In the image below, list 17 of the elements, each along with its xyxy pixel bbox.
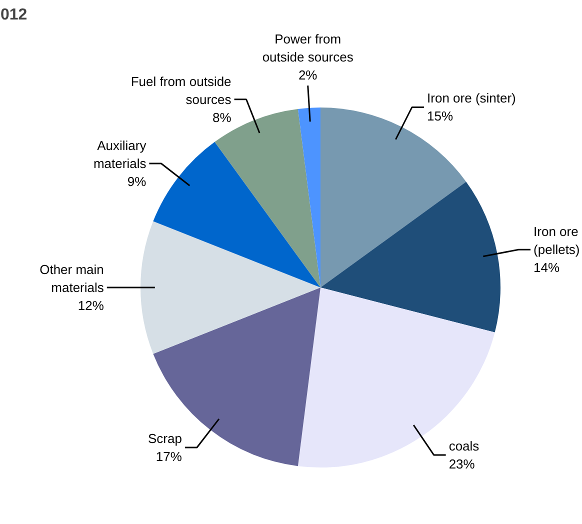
data-label: 8% xyxy=(212,110,232,125)
slice-label: Fuel from outside sources xyxy=(130,74,232,107)
slice-label: coals xyxy=(448,438,480,454)
data-label: 14% xyxy=(534,260,560,276)
slice-label: Power from outside sources xyxy=(262,32,354,65)
data-label: 15% xyxy=(427,108,454,124)
slice-label: Scrap xyxy=(148,430,182,446)
slice-label: Iron ore (pellets) xyxy=(534,224,580,258)
slice-label: Auxiliary materials xyxy=(93,138,147,171)
data-label: 12% xyxy=(78,298,104,314)
chart-title: 012 xyxy=(0,6,28,24)
data-label: 9% xyxy=(127,174,147,189)
slice-label: Iron ore (sinter) xyxy=(427,90,516,106)
slice-label: Other main materials xyxy=(40,262,104,296)
data-label: 17% xyxy=(156,448,182,464)
data-label: 23% xyxy=(448,456,476,472)
data-label: 2% xyxy=(298,68,318,83)
